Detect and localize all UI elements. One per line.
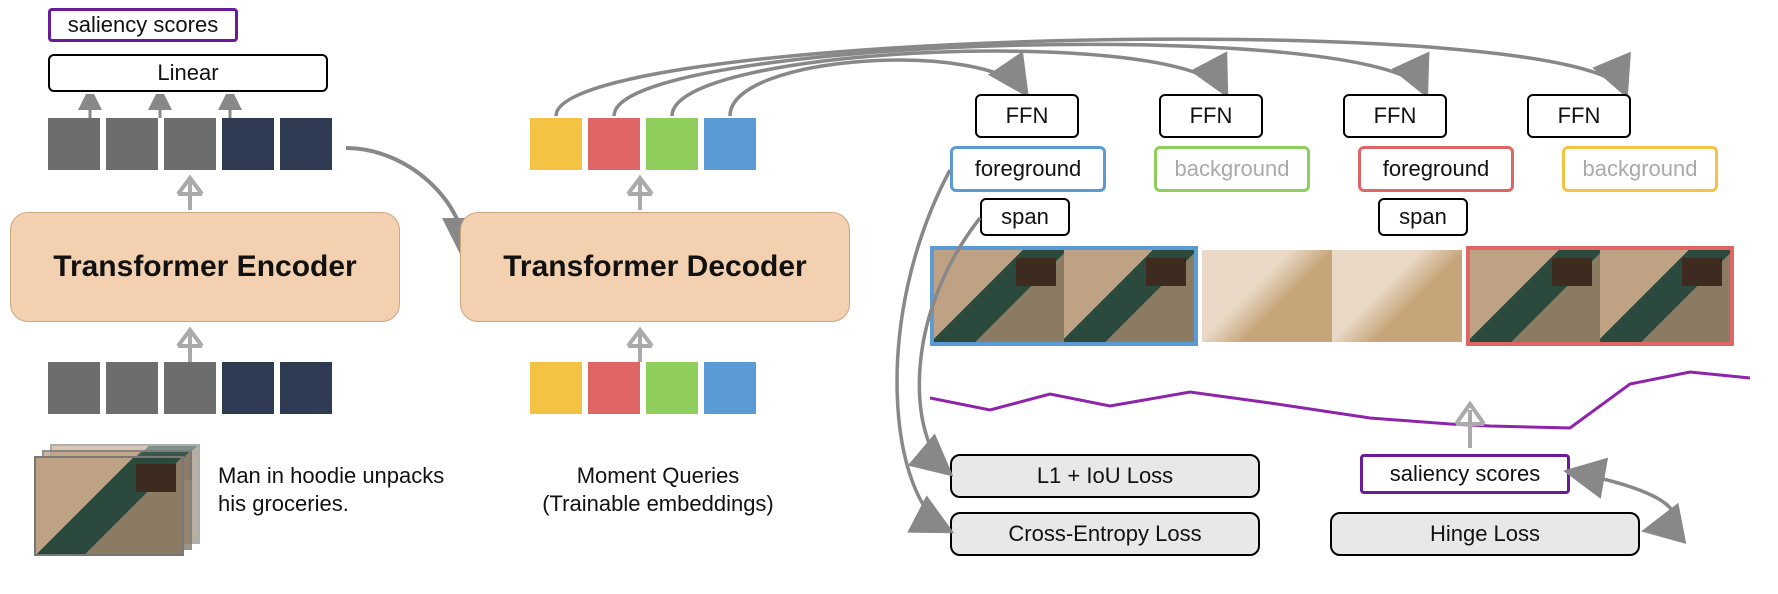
encoder-title: Transformer Encoder (53, 250, 356, 284)
linear-up-arrows (60, 94, 320, 120)
encoder-up-arrow (160, 172, 220, 212)
token (48, 118, 100, 170)
token (280, 118, 332, 170)
token (106, 362, 158, 414)
token (280, 362, 332, 414)
video-thumb (34, 456, 184, 556)
diagram-stage: saliency scores Linear Transformer Encod… (0, 0, 1778, 594)
ffn-box: FFN (1527, 94, 1631, 138)
query-token (704, 362, 756, 414)
input-caption: Man in hoodie unpacks his groceries. (218, 462, 448, 517)
linear-box: Linear (48, 54, 328, 92)
token (106, 118, 158, 170)
linear-label: Linear (157, 60, 218, 86)
encoder-input-up-arrow (160, 324, 220, 364)
query-token (646, 362, 698, 414)
token (222, 118, 274, 170)
token (164, 362, 216, 414)
decoder-input-up-arrow (610, 324, 670, 364)
query-token (530, 362, 582, 414)
encoder-output-tokens (48, 118, 332, 170)
query-token (588, 362, 640, 414)
ffn-box: FFN (975, 94, 1079, 138)
encoder-input-tokens (48, 362, 332, 414)
decoder-up-arrow (610, 172, 670, 212)
input-thumbnail-stack (34, 444, 204, 556)
ffn-box: FFN (1343, 94, 1447, 138)
token (164, 118, 216, 170)
moment-queries-caption: Moment Queries (Trainable embeddings) (478, 462, 838, 517)
saliency-label-top: saliency scores (68, 12, 218, 38)
transformer-decoder-block: Transformer Decoder (460, 212, 850, 322)
right-arrows (900, 140, 1770, 570)
ffn-row: FFN FFN FFN FFN (975, 94, 1631, 138)
decoder-title: Transformer Decoder (503, 250, 806, 284)
ffn-box: FFN (1159, 94, 1263, 138)
token (222, 362, 274, 414)
token (48, 362, 100, 414)
saliency-scores-box-top: saliency scores (48, 8, 238, 42)
moment-queries (530, 362, 756, 414)
